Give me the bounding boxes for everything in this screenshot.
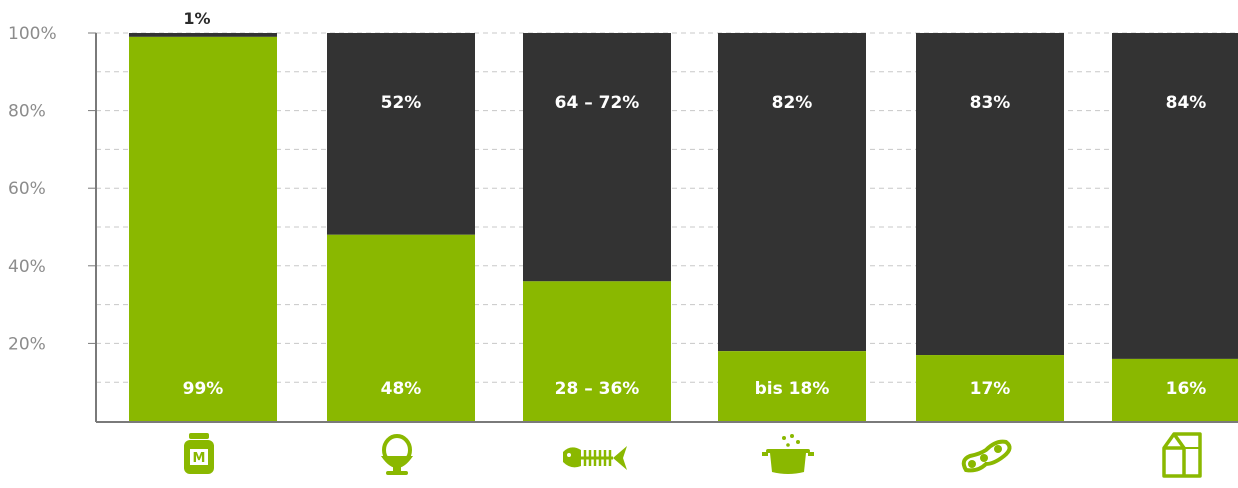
fish-eye (567, 453, 571, 457)
bar-label-dark: 1% (183, 9, 210, 28)
steam-dot (790, 434, 794, 438)
label-layer: 99% 1% 48% 52% 28 – 36% 64 – 72% bis 18% 82% 17%… (183, 9, 1207, 399)
y-tick-label: 40% (8, 257, 46, 277)
bar-segment-green (327, 234, 475, 421)
pot-handle-left (762, 452, 768, 456)
bar-segment-green (523, 281, 671, 421)
pod-outline (961, 439, 1012, 473)
y-tick-label: 100% (8, 24, 57, 44)
bar-label-dark: 84% (1166, 93, 1207, 113)
y-tick-label: 80% (8, 102, 46, 122)
steam-dot (796, 440, 800, 444)
bar-label-dark: 52% (381, 93, 422, 113)
bar-label-green: 48% (381, 379, 422, 399)
fish-bone-icon (563, 446, 627, 470)
bar-label-green: 16% (1166, 379, 1207, 399)
y-tick-label: 60% (8, 179, 46, 199)
bar-segment-dark (718, 33, 866, 352)
egg-cup-base (386, 471, 408, 475)
bean (968, 460, 976, 468)
bar-segment-dark (327, 33, 475, 235)
bar-label-dark: 82% (772, 93, 813, 113)
pot-body (770, 453, 806, 474)
jar-label (190, 449, 208, 465)
fish-head (563, 447, 581, 468)
bar-label-dark: 64 – 72% (555, 93, 640, 113)
bar-label-green: bis 18% (755, 379, 830, 399)
bean (980, 454, 988, 462)
carton-edge (1172, 432, 1186, 476)
bar-layer (129, 33, 1238, 421)
bar-segment-dark (916, 33, 1064, 356)
bar-label-dark: 83% (970, 93, 1011, 113)
bar-segment-dark (1112, 33, 1238, 359)
pot-rim (766, 449, 810, 453)
axis-layer: 100% 80% 60% 40% 20% (8, 24, 1238, 423)
bar-segment-green (916, 355, 1064, 421)
bar-segment-dark (523, 33, 671, 282)
milk-carton-icon (1162, 432, 1202, 478)
pot-handle-right (808, 452, 814, 456)
steam-dot (782, 436, 786, 440)
bean (994, 445, 1002, 453)
bar-segment-dark (129, 33, 277, 37)
jar-lid (189, 433, 209, 439)
steam-dot (786, 443, 790, 447)
fish-tail (613, 446, 627, 470)
bar-segment-green (129, 36, 277, 421)
soybean-icon (961, 439, 1012, 473)
bar-label-green: 99% (183, 379, 224, 399)
honey-jar-icon: M (184, 433, 214, 474)
egg-cup-icon (381, 434, 413, 475)
icon-layer: M (184, 432, 1202, 478)
carton-outline (1162, 432, 1202, 478)
egg-cup-stem (393, 466, 401, 472)
cooking-pot-icon (762, 434, 814, 474)
bar-label-green: 28 – 36% (555, 379, 640, 399)
jar-letter: M (193, 451, 206, 466)
y-tick-label: 20% (8, 334, 46, 354)
egg-cup (381, 456, 413, 468)
bar-segment-green (1112, 358, 1238, 421)
bar-segment-green (718, 351, 866, 421)
bar-label-green: 17% (970, 379, 1011, 399)
